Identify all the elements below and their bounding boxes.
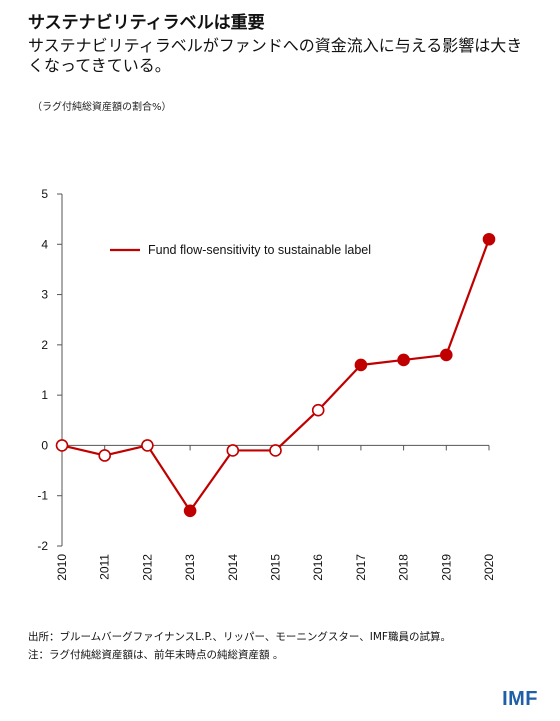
source-note: 出所：ブルームバーグファイナンスL.P.、リッパー、モーニングスター、IMF職員…: [28, 631, 451, 643]
x-axis: 2010 2011 2012 2013 2014 2015 2016 2017 2018 2019…: [55, 444, 496, 581]
data-point-hollow: [98, 449, 111, 462]
data-point-hollow: [226, 444, 240, 457]
data-point-hollow: [311, 403, 325, 417]
data-point-hollow: [141, 439, 154, 452]
x-tick-label: 2013: [183, 554, 197, 581]
y-axis-unit-label: （ラグ付純総資産額の割合%）: [32, 102, 172, 113]
data-point-filled: [183, 504, 197, 518]
y-tick-label: 3: [41, 288, 48, 302]
data-point-hollow: [269, 444, 282, 457]
y-tick-label: 1: [41, 388, 48, 402]
y-tick-label: -1: [37, 489, 48, 503]
y-tick-label: 5: [41, 187, 48, 201]
series-line: [61, 238, 491, 512]
x-tick-label: 2019: [439, 554, 453, 581]
x-tick-label: 2012: [140, 554, 154, 581]
y-tick-label: -2: [37, 539, 48, 553]
x-tick-label: 2010: [55, 554, 69, 581]
source-notes: 出所：ブルームバーグファイナンスL.P.、リッパー、モーニングスター、IMF職員…: [28, 628, 543, 664]
y-tick-label: 0: [41, 438, 48, 452]
series-line-group: [55, 232, 496, 518]
legend-label: Fund flow-sensitivity to sustainable lab…: [148, 243, 371, 257]
x-tick-label: 2017: [354, 554, 368, 581]
legend: Fund flow-sensitivity to sustainable lab…: [110, 243, 371, 257]
x-tick-label: 2015: [269, 554, 283, 581]
data-point-hollow: [55, 439, 69, 452]
page-subtitle: サステナビリティラベルがファンドへの資金流入に与える影響は大きくなってきている。: [28, 36, 523, 75]
data-point-filled: [482, 232, 496, 246]
y-tick-label: 4: [41, 237, 48, 251]
data-point-filled: [439, 348, 453, 362]
y-axis: 5 4 3 2 1 0 -1 -2: [37, 187, 63, 553]
y-tick-label: 2: [41, 338, 48, 352]
page-title: サステナビリティラベルは重要: [28, 13, 265, 33]
data-point-filled: [354, 358, 368, 372]
x-tick-label: 2011: [98, 554, 112, 580]
footnote: 注：ラグ付純総資産額は、前年末時点の純総資産額 。: [28, 649, 284, 661]
x-tick-label: 2018: [397, 554, 411, 581]
x-tick-label: 2016: [311, 554, 325, 581]
imf-logo: IMF: [502, 688, 538, 710]
data-point-filled: [397, 353, 410, 367]
x-tick-label: 2014: [226, 554, 240, 581]
x-tick-label: 2020: [482, 554, 496, 581]
